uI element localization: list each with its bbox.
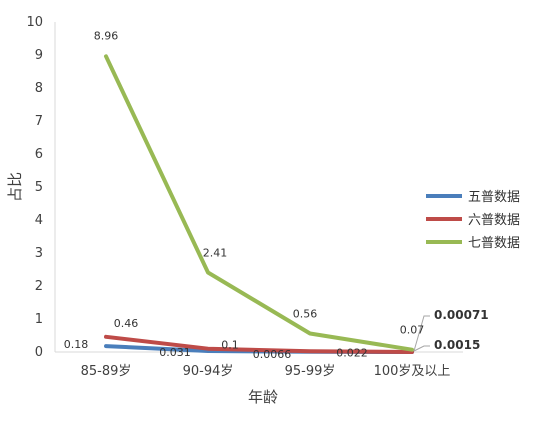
legend-label: 七普数据 [468,236,520,251]
data-label: 8.96 [94,29,119,42]
y-tick-label: 9 [35,48,43,63]
data-label: 0.1 [221,339,239,352]
x-tick-labels: 85-89岁 90-94岁 95-99岁 100岁及以上 [81,364,451,379]
x-tick-label: 100岁及以上 [374,364,451,379]
data-label: 0.56 [293,308,318,321]
data-label: 2.41 [203,246,228,259]
data-label: 0.031 [159,346,191,359]
x-tick-label: 90-94岁 [183,364,234,379]
data-label: 0.022 [336,346,368,359]
leader-lines [413,315,430,352]
y-axis-title: 占比 [6,172,24,202]
x-axis-title: 年龄 [248,388,278,406]
y-tick-labels: 0 1 2 3 4 5 6 7 8 9 10 [26,15,43,360]
series-lines [104,54,414,354]
x-tick-label: 95-99岁 [285,364,336,379]
data-labels: 0.18 0.031 0.0066 0.0015 0.46 0.1 0.022 0.00071… [64,29,489,360]
y-tick-label: 3 [35,246,43,261]
y-tick-label: 1 [35,312,43,327]
series-line-3 [104,54,414,352]
y-tick-label: 4 [35,213,43,228]
legend-label: 六普数据 [468,213,520,228]
leader-line [413,345,430,352]
legend-label: 五普数据 [468,190,520,205]
y-tick-label: 5 [35,180,43,195]
leader-line [413,315,430,352]
data-label: 0.0066 [253,348,292,361]
x-tick-label: 85-89岁 [81,364,132,379]
data-label: 0.00071 [434,308,489,322]
y-tick-label: 8 [35,81,43,96]
y-tick-label: 6 [35,147,43,162]
data-label: 0.18 [64,338,89,351]
y-tick-label: 2 [35,279,43,294]
y-tick-label: 10 [26,15,43,30]
data-label: 0.46 [114,317,139,330]
data-label: 0.0015 [434,338,480,352]
y-tick-label: 0 [35,345,43,360]
series-line-2 [104,334,414,354]
data-label: 0.07 [400,324,425,337]
y-tick-label: 7 [35,114,43,129]
